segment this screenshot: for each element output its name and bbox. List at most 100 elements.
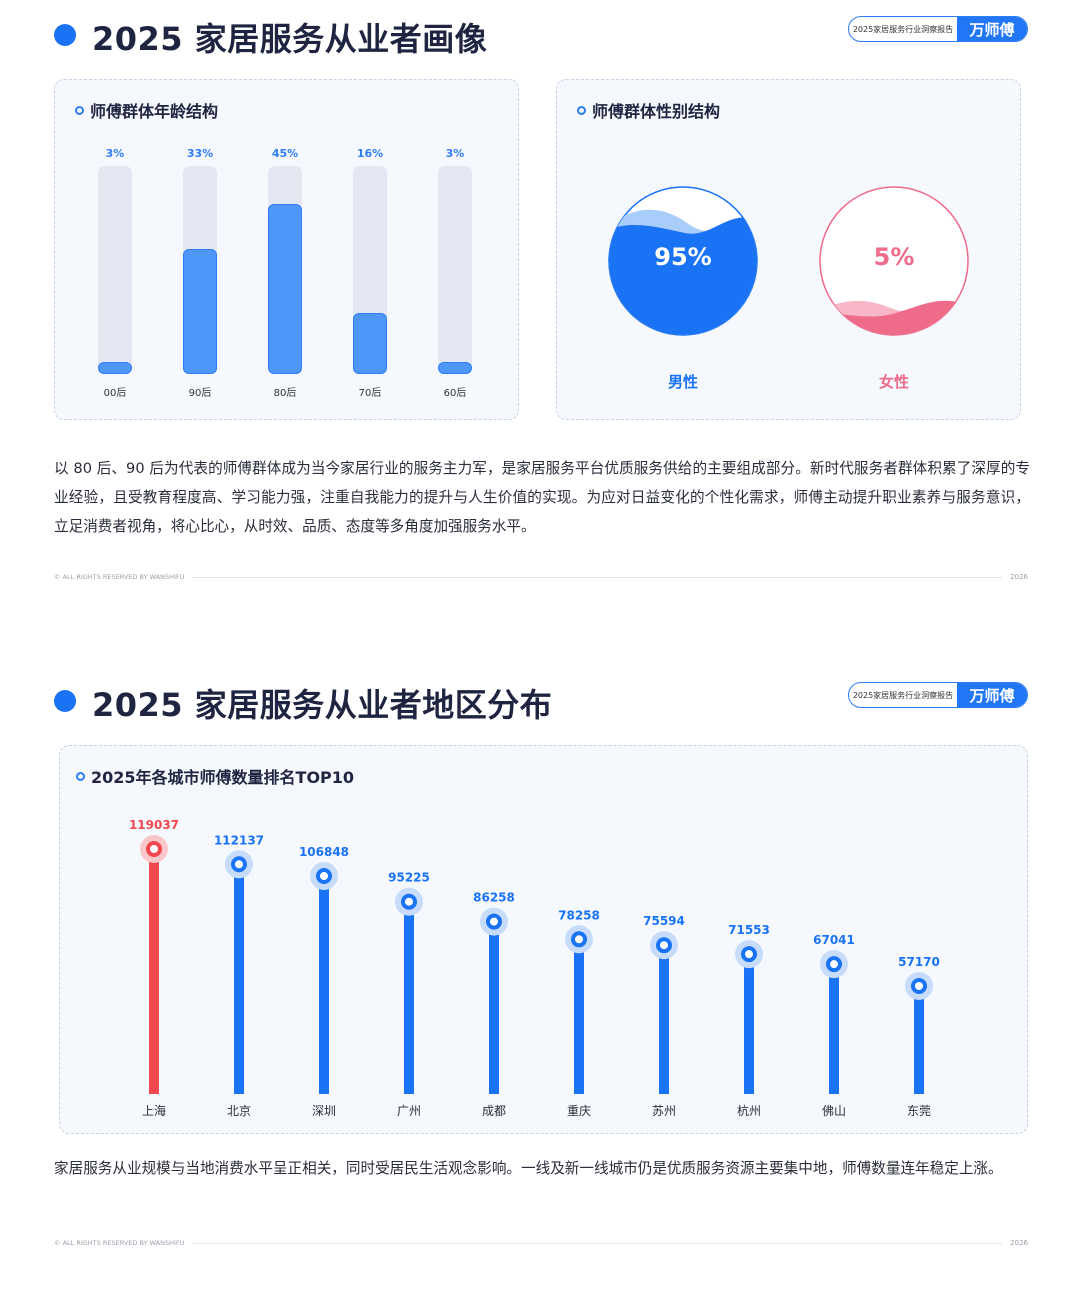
city-name-label: 佛山 <box>822 1104 846 1118</box>
circle-bullet-icon <box>76 771 85 781</box>
city-value-label: 67041 <box>813 933 855 947</box>
lollipop-stem <box>914 986 924 1094</box>
city-value-label: 95225 <box>388 871 430 885</box>
bar-fill <box>438 362 472 374</box>
bar-value-label: 33% <box>186 147 214 160</box>
bar-value-label: 3% <box>445 147 465 160</box>
circle-bullet-icon <box>577 105 586 115</box>
gender-card: 师傅群体性别结构 95% 男性 5% <box>556 79 1021 420</box>
male-wave-circle <box>608 186 758 336</box>
city-name-label: 重庆 <box>567 1104 591 1118</box>
lollipop-center <box>745 950 753 959</box>
lollipop-center <box>830 960 838 969</box>
male-label: 男性 <box>667 373 698 391</box>
city-name-label: 深圳 <box>312 1104 336 1118</box>
city-name-label: 东莞 <box>907 1104 931 1118</box>
lollipop-stem <box>829 964 839 1094</box>
brand-report-label: 2025家居服务行业洞察报告 <box>852 24 954 34</box>
city-lollipop-9: 57170 东莞 <box>898 955 940 1118</box>
brand-logo: 万师傅 <box>957 17 1027 41</box>
city-lollipop-3: 95225 广州 <box>388 871 430 1118</box>
footer-divider <box>192 1242 1003 1244</box>
brand-badge: 2025家居服务行业洞察报告 万师傅 <box>848 16 1028 42</box>
city-lollipop-1: 112137 北京 <box>214 833 264 1118</box>
age-card: 师傅群体年龄结构 3% 00后 33% 90后 45% 80后 16% 70后 3% 60后 <box>54 79 519 420</box>
lollipop-center <box>575 935 583 944</box>
lollipop-center <box>405 897 413 906</box>
lollipop-center <box>490 917 498 926</box>
bar-category-label: 80后 <box>273 388 297 399</box>
circle-bullet-icon <box>75 105 84 115</box>
bar-fill <box>268 203 302 374</box>
gender-male: 95% 男性 <box>607 185 759 395</box>
section-profile: 2025 家居服务从业者画像 2025家居服务行业洞察报告 万师傅 师傅群体年龄… <box>0 0 1074 640</box>
male-percent: 95% <box>654 243 712 271</box>
city-value-label: 119037 <box>129 818 179 832</box>
bar-category-label: 90后 <box>188 388 212 399</box>
title-dot-icon <box>54 690 86 714</box>
female-label: 女性 <box>878 373 909 391</box>
city-name-label: 杭州 <box>737 1103 761 1118</box>
city-value-label: 78258 <box>558 908 600 922</box>
lollipop-stem <box>149 849 159 1094</box>
bar-category-label: 70后 <box>358 388 382 399</box>
lollipop-center <box>660 941 668 950</box>
bar-category-label: 00后 <box>103 388 127 399</box>
bar-fill <box>183 249 217 374</box>
lollipop-stem <box>574 939 584 1094</box>
city-chart: 119037 上海 112137 北京 106848 深圳 95225 广州 86258 成都 78… <box>129 818 940 1118</box>
city-value-label: 86258 <box>473 891 515 905</box>
bar-track <box>98 166 132 374</box>
bar-fill <box>98 362 132 374</box>
copyright-text: © ALL RIGHTS RESERVED BY WANSHIFU <box>54 1239 185 1247</box>
city-value-label: 106848 <box>299 845 349 859</box>
brand-logo: 万师傅 <box>957 683 1027 707</box>
bar-value-label: 45% <box>271 147 299 160</box>
lollipop-center <box>235 860 243 869</box>
section-region: 2025 家居服务从业者地区分布 2025家居服务行业洞察报告 万师傅 2025… <box>0 664 1074 1294</box>
brand-report-label: 2025家居服务行业洞察报告 <box>852 690 954 700</box>
footer: © ALL RIGHTS RESERVED BY WANSHIFU 2026 <box>54 1237 1028 1249</box>
lollipop-center <box>320 871 328 880</box>
city-name-label: 成都 <box>482 1104 506 1118</box>
gender-card-title: 师傅群体性别结构 <box>577 98 720 122</box>
gender-female: 5% 女性 <box>818 185 970 395</box>
region-paragraph: 家居服务从业规模与当地消费水平呈正相关，同时受居民生活观念影响。一线及新一线城市… <box>54 1160 1003 1177</box>
age-card-title: 师傅群体年龄结构 <box>75 98 218 122</box>
city-lollipop-7: 71553 杭州 <box>728 923 770 1118</box>
bar-value-label: 16% <box>356 147 384 160</box>
city-lollipop-6: 75594 苏州 <box>643 914 685 1118</box>
city-card: 2025年各城市师傅数量排名TOP10 119037 上海 112137 北京 1068… <box>59 745 1028 1134</box>
city-lollipop-8: 67041 佛山 <box>813 933 855 1118</box>
footer-divider <box>192 576 1003 578</box>
footer: © ALL RIGHTS RESERVED BY WANSHIFU 2026 <box>54 571 1028 583</box>
city-name-label: 上海 <box>142 1103 166 1118</box>
lollipop-stem <box>234 864 244 1094</box>
city-value-label: 75594 <box>643 914 685 928</box>
brand-badge: 2025家居服务行业洞察报告 万师傅 <box>848 682 1028 708</box>
city-name-label: 苏州 <box>652 1104 676 1118</box>
lollipop-stem <box>319 875 329 1094</box>
city-value-label: 57170 <box>898 955 940 969</box>
footer-year: 2026 <box>1010 1239 1028 1247</box>
female-percent: 5% <box>873 243 915 271</box>
profile-paragraph: 以 80 后、90 后为代表的师傅群体成为当今家居行业的服务主力军，是家居服务平… <box>54 460 1030 535</box>
lollipop-stem <box>744 954 754 1094</box>
lollipop-stem <box>404 901 414 1094</box>
copyright-text: © ALL RIGHTS RESERVED BY WANSHIFU <box>54 573 185 581</box>
city-lollipop-5: 78258 重庆 <box>558 908 600 1118</box>
female-wave-circle <box>819 186 969 336</box>
title-dot-icon <box>54 24 86 48</box>
lollipop-stem <box>489 921 499 1094</box>
lollipop-stem <box>659 945 669 1094</box>
city-value-label: 71553 <box>728 923 770 937</box>
bar-fill <box>353 313 387 374</box>
bar-track <box>438 166 472 374</box>
city-lollipop-2: 106848 深圳 <box>299 845 349 1118</box>
bar-value-label: 3% <box>105 147 125 160</box>
bar-category-label: 60后 <box>443 388 467 399</box>
city-name-label: 广州 <box>397 1104 421 1118</box>
city-lollipop-4: 86258 成都 <box>473 891 515 1118</box>
page-title: 2025 家居服务从业者画像 <box>92 20 488 58</box>
footer-year: 2026 <box>1010 573 1028 581</box>
